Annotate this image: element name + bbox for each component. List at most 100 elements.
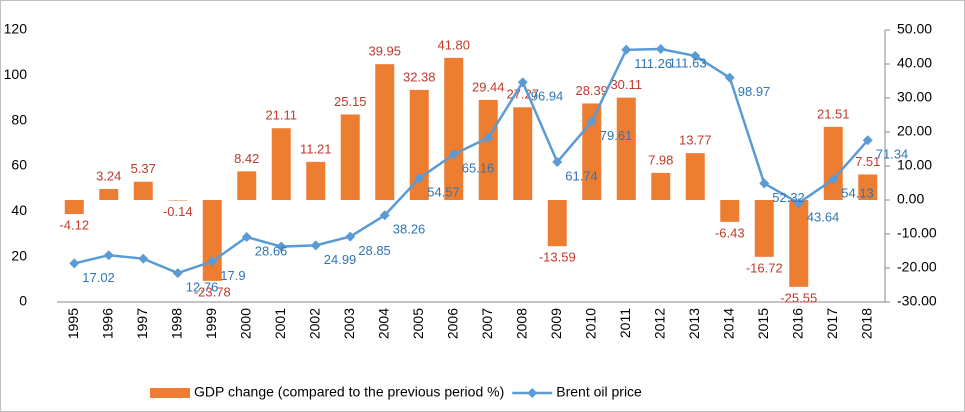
- bar: [375, 64, 395, 200]
- legend-swatch-marker: [527, 388, 538, 398]
- x-tick-label: 2017: [824, 308, 840, 339]
- y2-tick-label: 40.00: [897, 55, 932, 71]
- bar: [547, 200, 567, 247]
- bar: [168, 200, 188, 201]
- x-tick-label: 1998: [168, 308, 184, 339]
- line-marker: [759, 178, 770, 189]
- bar: [789, 200, 809, 287]
- bar: [133, 181, 153, 200]
- line-marker: [172, 268, 183, 279]
- x-tick-label: 1997: [134, 308, 150, 339]
- x-tick-label: 2005: [410, 308, 426, 339]
- legend-swatch: [150, 388, 190, 398]
- bar-label: 39.95: [368, 44, 401, 59]
- y2-tick-label: 10.00: [897, 157, 932, 173]
- bar-label: 7.98: [648, 152, 673, 167]
- x-tick-label: 1996: [99, 308, 115, 339]
- x-tick-label: 2016: [789, 308, 805, 339]
- bar: [306, 161, 326, 200]
- bar-label: 3.24: [96, 168, 121, 183]
- line-label: 79.61: [600, 128, 633, 143]
- x-tick-label: 2004: [375, 308, 391, 339]
- y2-tick-label: -30.00: [897, 293, 937, 309]
- x-tick-label: 2003: [341, 308, 357, 339]
- x-tick-label: 2010: [582, 308, 598, 339]
- line-marker: [621, 44, 632, 55]
- x-tick-label: 2008: [513, 308, 529, 339]
- line-marker: [483, 132, 494, 143]
- y-tick-label: 120: [4, 21, 28, 37]
- legend-label: GDP change (compared to the previous per…: [194, 384, 504, 400]
- line-marker: [793, 198, 804, 209]
- bar: [616, 97, 636, 200]
- bar-label: -6.43: [715, 225, 745, 240]
- bar-label: 41.80: [437, 37, 470, 52]
- x-tick-label: 2014: [720, 308, 736, 339]
- line-marker: [207, 256, 218, 267]
- line-marker: [241, 232, 252, 243]
- line: [73, 47, 869, 275]
- line-label: 43.64: [807, 210, 840, 225]
- y-tick-label: 40: [11, 202, 27, 218]
- bar: [271, 128, 291, 200]
- y-tick-label: 20: [11, 247, 27, 263]
- bar: [444, 57, 464, 200]
- bar-label: 28.39: [575, 83, 608, 98]
- line-marker: [586, 116, 597, 127]
- line-label: 38.26: [393, 222, 426, 237]
- bar: [754, 200, 774, 257]
- line-label: 111.63: [669, 55, 707, 70]
- x-tick-label: 2009: [548, 308, 564, 339]
- x-tick-label: 2012: [651, 308, 667, 339]
- bar: [685, 153, 705, 200]
- line-label: 111.26: [634, 56, 672, 71]
- bar: [99, 188, 119, 200]
- y2-tick-label: 0.00: [897, 191, 924, 207]
- line-marker: [448, 149, 459, 160]
- y-tick-label: 0: [19, 293, 27, 309]
- line-label: 28.66: [255, 243, 288, 258]
- line-marker: [862, 135, 873, 146]
- x-tick-label: 2002: [306, 308, 322, 339]
- y2-tick-label: 30.00: [897, 89, 932, 105]
- line-label: 52.32: [772, 190, 805, 205]
- line-marker: [414, 173, 425, 184]
- x-tick-label: 2015: [755, 308, 771, 339]
- y2-tick-label: 20.00: [897, 123, 932, 139]
- line-label: 96.94: [531, 89, 564, 104]
- y-tick-label: 80: [11, 111, 27, 127]
- line-marker: [138, 253, 149, 264]
- line-marker: [552, 157, 563, 168]
- line-marker: [310, 240, 321, 251]
- line-label: 17.02: [82, 270, 115, 285]
- x-tick-label: 2000: [237, 308, 253, 339]
- bar: [858, 174, 878, 200]
- line-marker: [690, 50, 701, 61]
- x-tick-label: 1995: [65, 308, 81, 339]
- legend-label: Brent oil price: [556, 384, 642, 400]
- bar-label: 11.21: [300, 141, 332, 156]
- bar: [720, 200, 740, 222]
- line-marker: [69, 258, 80, 269]
- y2-tick-label: -20.00: [897, 259, 937, 275]
- bar-label: 5.37: [131, 161, 156, 176]
- bar-label: 8.42: [234, 151, 259, 166]
- bar-label: 21.51: [817, 106, 850, 121]
- x-tick-label: 2011: [617, 308, 633, 338]
- line-label: 54.13: [841, 186, 874, 201]
- bar-label: -0.14: [163, 204, 193, 219]
- line-marker: [724, 72, 735, 83]
- bar-label: 29.44: [472, 79, 505, 94]
- bar-label: 7.51: [855, 154, 880, 169]
- bar: [513, 107, 533, 200]
- x-tick-label: 2013: [686, 308, 702, 339]
- bar-label: -25.55: [780, 290, 817, 305]
- bar-label: 30.11: [610, 77, 642, 92]
- bar-label: 25.15: [334, 94, 367, 109]
- line-marker: [345, 231, 356, 242]
- line-label: 54.57: [427, 185, 460, 200]
- bar-label: -23.78: [194, 284, 231, 299]
- x-tick-label: 2007: [479, 308, 495, 339]
- bar: [202, 200, 222, 281]
